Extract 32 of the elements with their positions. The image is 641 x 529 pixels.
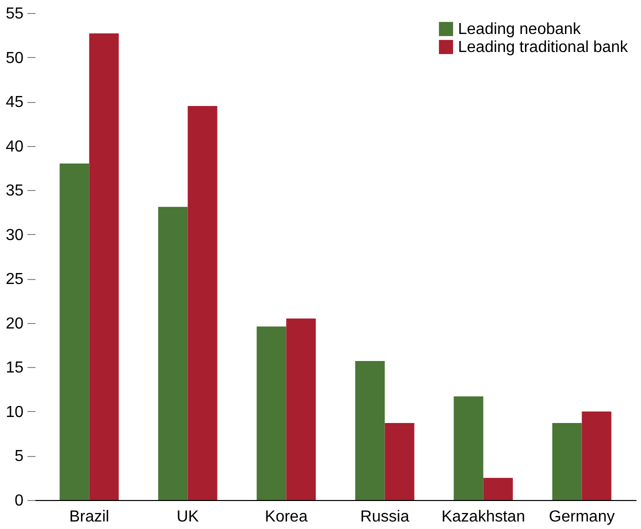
bar [158,206,188,500]
y-tick-label: 15 [6,360,24,377]
y-tick-label: 45 [6,94,24,112]
x-tick-label: Germany [548,508,615,526]
y-tick-label: 10 [6,404,24,421]
bar [582,411,612,500]
bar [384,422,414,500]
y-tick-label: 40 [6,138,24,156]
x-tick-label: UK [176,508,200,526]
bar [454,396,484,500]
legend-label: Leading traditional bank [458,39,629,56]
bar [188,106,218,500]
y-tick-label: 0 [14,492,24,510]
y-tick-label: 25 [6,271,24,288]
bar [355,360,385,500]
bar [256,326,286,500]
y-tick-label: 20 [6,315,24,332]
y-tick-label: 5 [14,448,24,466]
bar [286,318,316,500]
y-tick-label: 35 [6,182,24,200]
x-tick-label: Kazakhstan [441,508,526,526]
x-tick-label: Russia [360,508,410,526]
x-tick-label: Brazil [69,508,110,526]
bar [89,33,119,500]
bar [60,164,90,500]
bar [483,478,513,500]
y-tick-label: 30 [6,226,24,244]
bar [552,422,582,500]
x-tick-label: Korea [264,508,308,526]
y-tick-label: 55 [6,6,24,22]
y-tick-label: 50 [6,50,24,67]
legend-label: Leading neobank [458,21,582,38]
